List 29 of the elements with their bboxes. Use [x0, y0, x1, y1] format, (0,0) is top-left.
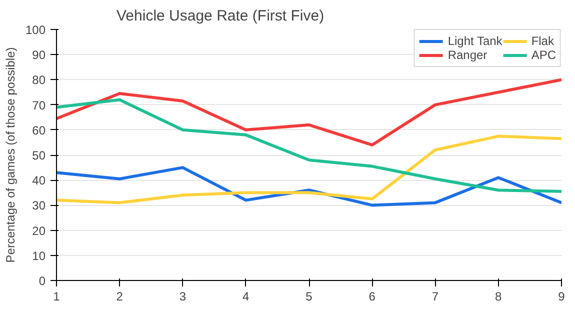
y-tick-label: 70 — [32, 98, 46, 112]
x-tick-label: 3 — [179, 290, 186, 304]
x-tick-label: 9 — [558, 290, 566, 304]
y-tick-label: 90 — [32, 48, 46, 62]
x-tick-label: 8 — [495, 290, 502, 304]
y-tick-label: 0 — [38, 274, 46, 288]
y-tick-label: 10 — [32, 248, 46, 263]
x-tick-label: 4 — [242, 290, 250, 304]
x-tick-label: 5 — [306, 290, 313, 304]
y-axis-title: Percentage of games (of those possible) — [3, 47, 18, 263]
legend-label: Light Tank — [448, 34, 502, 48]
line-series — [56, 78, 562, 146]
line-series — [56, 98, 562, 193]
x-tick-label: 2 — [116, 290, 124, 304]
legend-label: Flak — [531, 34, 554, 48]
line-series — [56, 134, 562, 204]
y-tick-label: 30 — [32, 198, 46, 213]
legend-label: Ranger — [448, 48, 488, 62]
chart-title: Vehicle Usage Rate (First Five) — [116, 8, 324, 24]
y-tick-label: 60 — [32, 123, 46, 138]
y-tick-label: 20 — [32, 224, 46, 238]
y-tick-label: 100 — [25, 23, 46, 37]
x-tick-label: 6 — [368, 290, 376, 304]
y-tick-label: 40 — [32, 174, 46, 188]
y-tick-label: 80 — [32, 73, 46, 88]
legend-label: APC — [531, 48, 556, 62]
y-tick-label: 50 — [32, 148, 46, 162]
x-tick-label: 1 — [53, 290, 60, 304]
x-tick-label: 7 — [432, 290, 439, 304]
